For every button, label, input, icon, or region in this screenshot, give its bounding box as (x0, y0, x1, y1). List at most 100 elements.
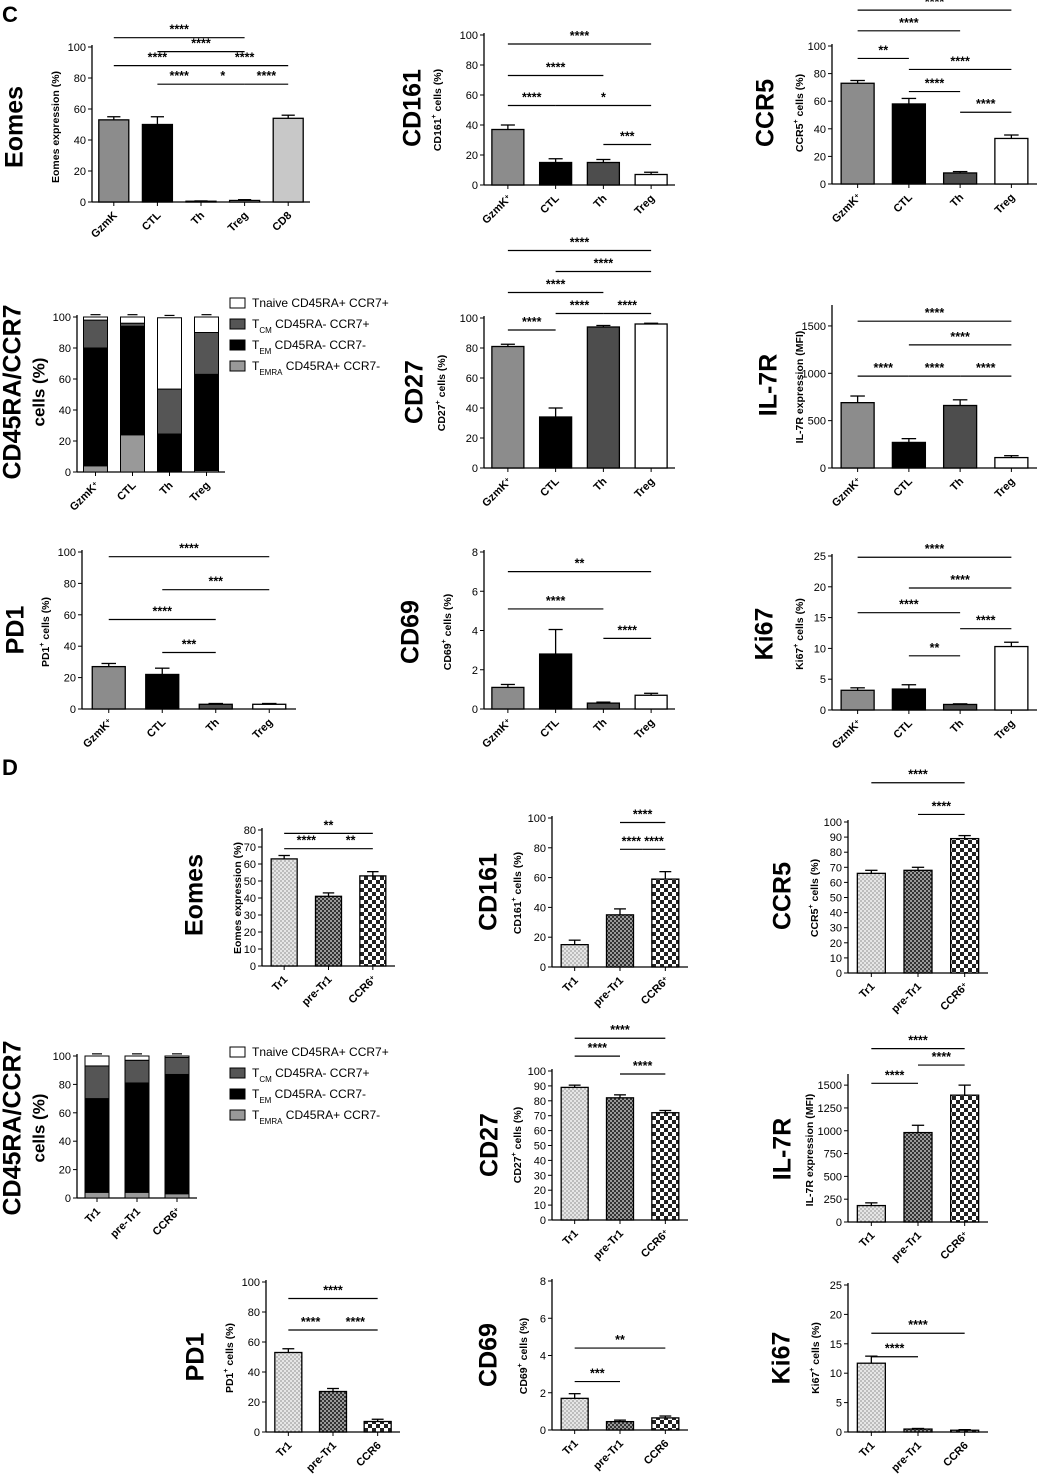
y-tick-label: 20 (64, 673, 76, 685)
y-tick-label: 25 (830, 1280, 842, 1292)
bar (651, 1417, 680, 1431)
x-category-label: Th (204, 716, 222, 734)
x-category-label: Treg (226, 210, 251, 235)
chart-title: Ki67 (751, 608, 779, 661)
significance-label: **** (899, 598, 919, 612)
bar (903, 1131, 933, 1223)
y-tick-label: 40 (74, 135, 86, 147)
significance-label: **** (546, 61, 566, 75)
y-tick-label: 0 (836, 1427, 842, 1439)
significance-label: **** (594, 257, 614, 271)
y-tick-label: 40 (466, 120, 478, 132)
legend-entry: TEMRA CD45RA+ CCR7- (252, 1108, 380, 1126)
y-tick-label: 60 (59, 1108, 71, 1120)
y-tick-label: 1000 (802, 368, 826, 380)
y-tick-label: 100 (68, 42, 86, 54)
x-category-label: CCR6+ (639, 1228, 672, 1261)
x-category-label: Tr1 (857, 981, 877, 1001)
stacked-segment (83, 465, 108, 473)
y-tick-label: 80 (466, 343, 478, 355)
stacked-segment (120, 325, 145, 436)
y-tick-label: 500 (808, 416, 826, 428)
bar (538, 653, 573, 710)
bar (840, 689, 875, 711)
significance-label: **** (546, 594, 566, 608)
x-category-label: Th (948, 475, 966, 493)
y-tick-label: 0 (540, 1215, 546, 1227)
significance-label: *** (182, 637, 197, 651)
significance-label: **** (932, 799, 952, 813)
bar (359, 875, 387, 967)
x-category-label: pre-Tr1 (889, 1230, 924, 1265)
stacked-segment (120, 434, 145, 473)
stacked-segment (124, 1082, 150, 1193)
y-axis-label: CD161+ cells (%) (431, 69, 443, 151)
chart-title: IL-7R (755, 354, 783, 417)
y-tick-label: 80 (59, 343, 71, 355)
significance-label: **** (153, 605, 173, 619)
chart-title: PD1 (2, 606, 30, 655)
chart-title: CD161 (399, 69, 427, 147)
y-tick-label: 70 (830, 862, 842, 874)
y-tick-label: 90 (534, 1081, 546, 1093)
y-tick-label: 100 (460, 313, 478, 325)
bar (185, 200, 217, 203)
x-category-label: Th (591, 192, 609, 210)
legend-entry: TEMRA CD45RA+ CCR7- (252, 359, 380, 377)
significance-label: **** (950, 573, 970, 587)
x-category-label: Tr1 (561, 1228, 581, 1248)
y-tick-label: 1000 (818, 1126, 842, 1138)
y-tick-label: 5 (820, 674, 826, 686)
significance-label: **** (588, 1041, 608, 1055)
x-category-label: GzmK (89, 210, 120, 241)
x-category-label: pre-Tr1 (889, 1440, 924, 1475)
y-tick-label: 0 (70, 704, 76, 716)
significance-label: **** (925, 0, 945, 9)
bar (605, 914, 635, 968)
significance-label: **** (874, 361, 894, 375)
chart-title: CD27 (401, 360, 429, 424)
bar (491, 345, 525, 469)
y-tick-label: 40 (534, 1155, 546, 1167)
y-tick-label: 40 (244, 893, 256, 905)
significance-label: **** (908, 1318, 928, 1332)
significance-label: ** (615, 1333, 625, 1347)
legend-c: Tnaive CD45RA+ CCR7+ TCM CD45RA- CCR7+ TEM… (229, 296, 389, 377)
x-category-label: GzmK+ (480, 193, 514, 227)
y-tick-label: 2 (540, 1388, 546, 1400)
chart-title: CCR5 (769, 862, 797, 930)
y-tick-label: 6 (540, 1313, 546, 1325)
y-tick-label: 1250 (818, 1103, 842, 1115)
y-tick-label: 5 (836, 1398, 842, 1410)
chart-d_cd27: CD27 CD27+ cells (%) 0 10 20 30 40 50 60 70 80 90 10… (476, 1023, 688, 1262)
chart-c_cd161: CD161 CD161+ cells (%) 0 20 40 60 80 100 GzmK+ CT… (399, 29, 675, 226)
chart-d_cd161: CD161 CD161+ cells (%) 0 20 40 60 80 100 Tr1 pre-… (475, 807, 688, 1009)
y-tick-label: 4 (472, 626, 478, 638)
x-category-label: Th (591, 716, 609, 734)
significance-label: **** (546, 278, 566, 292)
x-category-label: Th (948, 717, 966, 735)
significance-label: **** (257, 69, 277, 83)
legend-swatch (229, 360, 246, 372)
bar (314, 895, 343, 967)
panel-label-d: D (2, 755, 18, 780)
bar (318, 1390, 348, 1433)
significance-label: **** (925, 77, 945, 91)
y-tick-label: 8 (540, 1276, 546, 1288)
significance-label: *** (620, 130, 635, 144)
x-category-label: Tr1 (561, 1438, 581, 1458)
x-category-label: CTL (140, 209, 164, 233)
y-tick-label: 30 (244, 910, 256, 922)
x-category-label: Th (189, 209, 207, 227)
significance-label: **** (976, 97, 996, 111)
y-tick-label: 60 (59, 374, 71, 386)
y-axis-label: CCR5+ cells (%) (793, 74, 805, 152)
chart-d_ccr5: CCR5 CCR5+ cells (%) 0 10 20 30 40 50 60 70 80 90 10… (769, 768, 988, 1015)
bar (942, 404, 978, 469)
y-tick-label: 50 (534, 1141, 546, 1153)
stacked-segment (157, 317, 182, 390)
y-tick-label: 50 (244, 876, 256, 888)
bar (98, 119, 130, 203)
significance-label: **** (633, 1059, 653, 1073)
